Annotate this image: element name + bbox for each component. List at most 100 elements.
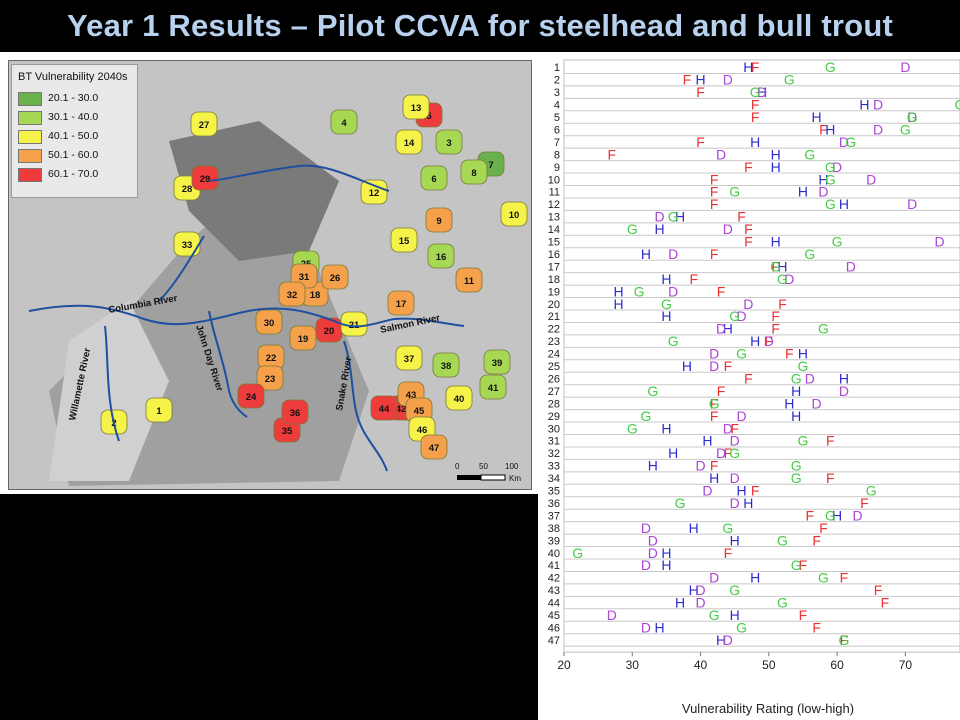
- map-unit-label: 35: [282, 426, 293, 437]
- map-unit-label: 15: [399, 236, 410, 247]
- point-d: D: [934, 234, 944, 250]
- map-unit-label: 47: [429, 443, 440, 454]
- point-h: H: [668, 445, 678, 461]
- point-g: G: [729, 582, 740, 598]
- point-f: F: [744, 234, 753, 250]
- point-f: F: [751, 59, 760, 75]
- point-h: H: [784, 395, 794, 411]
- legend-swatch: [18, 111, 42, 125]
- point-d: D: [655, 209, 665, 225]
- map-unit-29: [191, 165, 219, 191]
- y-tick-label: 6: [554, 124, 560, 136]
- point-g: G: [572, 545, 583, 561]
- y-tick-label: 35: [548, 486, 560, 498]
- map-unit-11: [455, 267, 483, 293]
- map-unit-label: 41: [488, 383, 499, 394]
- map-unit-40: [445, 385, 473, 411]
- y-tick-label: 29: [548, 411, 560, 423]
- map-unit-32: [278, 281, 306, 307]
- map-unit-19: [289, 325, 317, 351]
- map-unit-10: [500, 201, 528, 227]
- point-d: D: [743, 296, 753, 312]
- point-f: F: [717, 283, 726, 299]
- point-g: G: [729, 308, 740, 324]
- point-h: H: [750, 134, 760, 150]
- point-g: G: [832, 234, 843, 250]
- point-d: D: [648, 532, 658, 548]
- point-d: D: [723, 72, 733, 88]
- point-g: G: [709, 395, 720, 411]
- point-g: G: [777, 271, 788, 287]
- y-tick-label: 17: [548, 261, 560, 273]
- y-tick-label: 2: [554, 75, 560, 87]
- y-tick-label: 27: [548, 386, 560, 398]
- vulnerability-scatter-chart: 1234567891011121314151617181920212223242…: [548, 59, 960, 716]
- point-g: G: [825, 507, 836, 523]
- y-tick-label: 9: [554, 162, 560, 174]
- map-unit-label: 16: [436, 252, 447, 263]
- point-g: G: [798, 358, 809, 374]
- point-h: H: [743, 59, 753, 75]
- point-g: G: [770, 258, 781, 274]
- map-unit-24: [237, 383, 265, 409]
- point-g: G: [955, 97, 960, 113]
- map-unit-label: 12: [369, 188, 380, 199]
- y-tick-label: 5: [554, 112, 560, 124]
- map-unit-label: 6: [431, 174, 436, 185]
- y-tick-label: 31: [548, 436, 560, 448]
- y-tick-label: 16: [548, 249, 560, 261]
- map-unit-label: 14: [404, 138, 415, 149]
- map-unit-41: [479, 374, 507, 400]
- map-unit-44: [370, 395, 398, 421]
- point-d: D: [730, 495, 740, 511]
- point-d: D: [839, 383, 849, 399]
- point-h: H: [675, 595, 685, 611]
- point-f: F: [696, 84, 705, 100]
- point-f: F: [765, 333, 774, 349]
- point-f: F: [812, 619, 821, 635]
- point-d: D: [695, 595, 705, 611]
- map-unit-label: 13: [411, 103, 422, 114]
- map-unit-label: 29: [200, 174, 211, 185]
- point-d: D: [607, 607, 617, 623]
- map-legend: BT Vulnerability 2040s 20.1 - 30.0 30.1 …: [11, 64, 138, 198]
- point-f: F: [744, 370, 753, 386]
- point-g: G: [791, 370, 802, 386]
- map-canvas: 1234567891011121314151617181920212223242…: [9, 61, 531, 489]
- point-d: D: [730, 470, 740, 486]
- point-g: G: [825, 159, 836, 175]
- map-unit-label: 7: [488, 160, 493, 171]
- map-unit-8: [460, 159, 488, 185]
- point-g: G: [804, 146, 815, 162]
- point-h: H: [661, 545, 671, 561]
- point-f: F: [771, 258, 780, 274]
- y-tick-label: 22: [548, 324, 560, 336]
- point-f: F: [696, 134, 705, 150]
- y-tick-label: 4: [554, 100, 560, 112]
- point-f: F: [724, 358, 733, 374]
- point-h: H: [798, 184, 808, 200]
- point-f: F: [744, 159, 753, 175]
- map-unit-16: [427, 243, 455, 269]
- point-d: D: [723, 221, 733, 237]
- point-d: D: [907, 109, 917, 125]
- point-g: G: [825, 171, 836, 187]
- map-unit-label: 4: [341, 118, 347, 129]
- legend-swatch: [18, 168, 42, 182]
- point-h: H: [661, 557, 671, 573]
- point-h: H: [750, 333, 760, 349]
- point-d: D: [702, 483, 712, 499]
- point-d: D: [723, 420, 733, 436]
- point-h: H: [730, 607, 740, 623]
- point-g: G: [777, 595, 788, 611]
- point-d: D: [641, 619, 651, 635]
- map-unit-label: 23: [265, 374, 276, 385]
- map-unit-36: [281, 399, 309, 425]
- point-f: F: [751, 109, 760, 125]
- point-f: F: [689, 271, 698, 287]
- point-d: D: [900, 59, 910, 75]
- point-g: G: [722, 520, 733, 536]
- y-tick-label: 21: [548, 311, 560, 323]
- point-f: F: [799, 557, 808, 573]
- point-f: F: [771, 308, 780, 324]
